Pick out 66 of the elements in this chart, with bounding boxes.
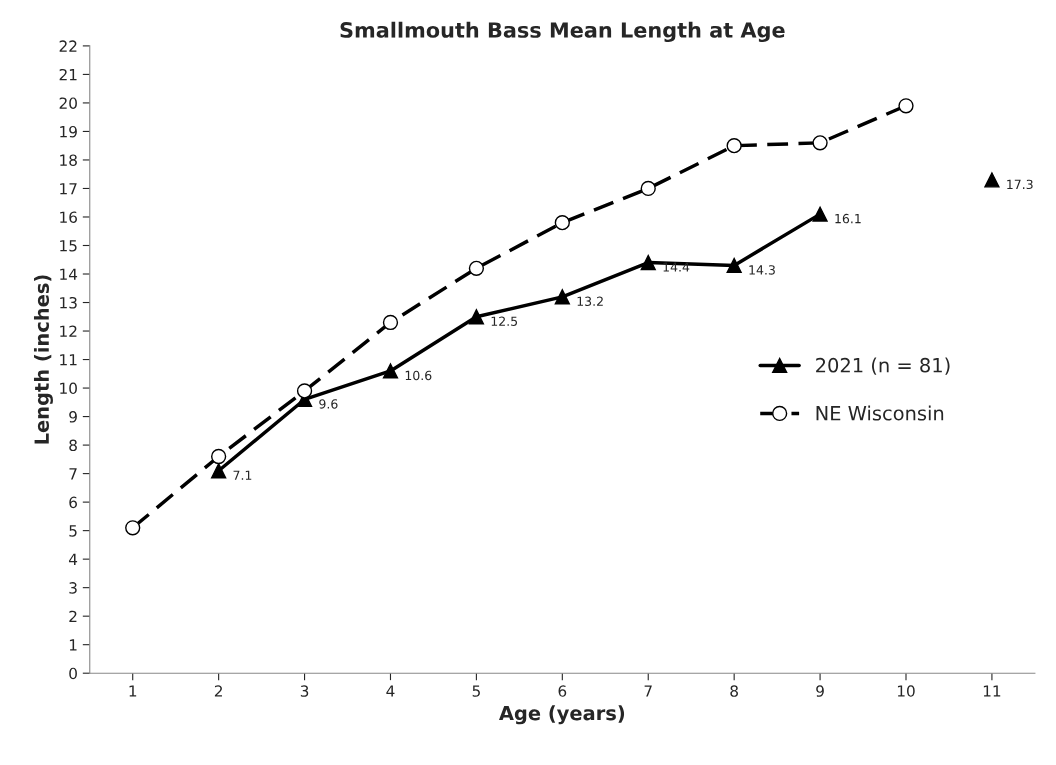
y-tick-label: 9: [69, 411, 77, 423]
y-tick-label: 1: [69, 639, 77, 651]
y-axis-title: Length (inches): [33, 275, 53, 444]
point: [640, 254, 656, 271]
point: [382, 363, 399, 379]
x-tick-label: 11: [983, 685, 1001, 697]
y-tick-label: 8: [69, 439, 77, 452]
x-axis-title: Age (years): [498, 705, 625, 725]
x-tick-label: 2: [214, 685, 222, 697]
y-tick-label: 10: [60, 382, 77, 395]
data-label: 10.6: [405, 370, 432, 381]
data-label: 13.2: [577, 296, 603, 306]
point: [726, 257, 742, 274]
x-tick-label: 3: [300, 685, 309, 697]
point: [468, 309, 485, 325]
chart-title: Smallmouth Bass Mean Length at Age: [340, 21, 785, 43]
x-tick-label: 10: [897, 685, 915, 697]
data-label: 7.1: [233, 470, 252, 480]
point: [554, 289, 570, 305]
y-tick-label: 3: [69, 582, 77, 594]
y-tick-label: 4: [68, 553, 78, 565]
point: [898, 98, 914, 114]
data-label: 12.5: [491, 316, 518, 326]
point: [640, 180, 656, 197]
data-label: 16.1: [835, 213, 861, 224]
point: [125, 520, 141, 536]
y-tick-label: 22: [59, 40, 77, 52]
y-tick-label: 2: [69, 610, 77, 622]
data-label: 9.6: [319, 399, 338, 409]
x-tick-label: 9: [816, 685, 824, 697]
y-tick-label: 11: [60, 354, 77, 366]
point: [382, 314, 399, 331]
data-label: 17.3: [1007, 179, 1033, 190]
y-tick-label: 18: [60, 154, 77, 166]
point: [211, 448, 227, 465]
point: [984, 172, 1000, 188]
y-tick-label: 15: [60, 240, 77, 252]
point: [296, 383, 313, 399]
y-tick-label: 13: [60, 296, 77, 309]
point: [554, 215, 570, 231]
y-tick-label: 17: [60, 183, 77, 195]
legend-label: NE Wisconsin: [816, 405, 944, 421]
data-label: 14.4: [663, 262, 690, 272]
x-tick-label: 1: [129, 685, 137, 697]
y-tick-label: 14: [60, 268, 78, 280]
data-label: 14.3: [749, 265, 775, 275]
point: [468, 260, 485, 276]
x-tick-label: 8: [730, 685, 738, 697]
y-tick-label: 21: [59, 68, 77, 81]
x-tick-label: 6: [558, 685, 567, 697]
x-tick-label: 5: [472, 685, 480, 697]
y-tick-label: 16: [60, 211, 77, 223]
y-tick-label: 6: [69, 496, 77, 509]
y-tick-label: 7: [69, 468, 77, 480]
y-tick-label: 5: [69, 525, 77, 537]
point: [812, 135, 828, 151]
point: [726, 138, 742, 154]
y-tick-label: 0: [69, 667, 77, 680]
y-tick-label: 20: [59, 97, 77, 109]
x-tick-label: 7: [644, 685, 652, 697]
x-tick-label: 4: [386, 685, 395, 697]
point: [812, 206, 828, 222]
point: [211, 463, 227, 479]
legend-label: 2021 (n = 81): [816, 357, 950, 375]
y-tick-label: 12: [60, 325, 77, 337]
y-tick-label: 19: [60, 125, 77, 138]
